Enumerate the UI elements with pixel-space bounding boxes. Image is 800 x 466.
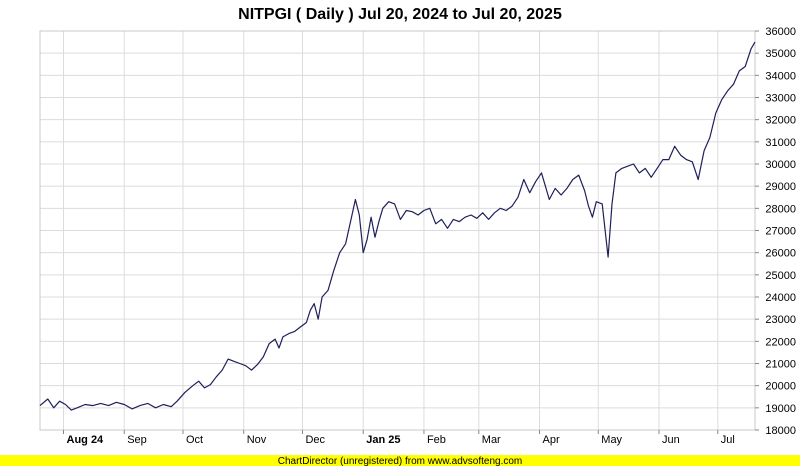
x-tick-label: Aug 24 [67,434,105,446]
y-tick-label: 25000 [765,270,796,282]
x-tick-label: Sep [127,434,147,446]
y-tick-label: 21000 [765,359,796,371]
x-axis: Aug 24 Sep Oct Nov Dec Jan 25 Feb Mar Apr May Jun J… [63,430,735,446]
x-tick-label: Jan 25 [366,434,400,446]
y-tick-label: 19000 [765,403,796,415]
y-tick-label: 34000 [765,70,796,82]
x-tick-label: Mar [482,434,501,446]
y-tick-label: 18000 [765,425,796,437]
y-tick-label: 35000 [765,48,796,60]
x-tick-label: Jun [662,434,680,446]
y-tick-label: 30000 [765,159,796,171]
series-layer [39,41,756,411]
x-tick-label: Feb [427,434,446,446]
y-tick-label: 29000 [765,181,796,193]
y-tick-label: 26000 [765,248,796,260]
y-tick-label: 24000 [765,292,796,304]
y-axis: 18000 19000 20000 21000 22000 23000 24000 25000… [755,26,796,437]
y-tick-label: 36000 [765,26,796,38]
x-tick-label: Oct [186,434,203,446]
x-tick-label: Dec [305,434,325,446]
y-tick-label: 27000 [765,226,796,238]
footer-text: ChartDirector (unregistered) from www.ad… [278,456,523,466]
x-tick-label: Jul [721,434,735,446]
y-tick-label: 33000 [765,93,796,105]
y-tick-label: 23000 [765,314,796,326]
x-tick-label: Nov [247,434,267,446]
y-tick-label: 22000 [765,336,796,348]
x-tick-label: May [601,434,622,446]
y-tick-label: 28000 [765,203,796,215]
y-tick-label: 20000 [765,381,796,393]
chart-title: NITPGI ( Daily ) Jul 20, 2024 to Jul 20,… [238,6,562,23]
y-tick-label: 31000 [765,137,796,149]
y-tick-label: 32000 [765,115,796,127]
footer-banner [0,455,800,466]
x-tick-label: Apr [543,434,560,446]
series-line [39,41,756,411]
